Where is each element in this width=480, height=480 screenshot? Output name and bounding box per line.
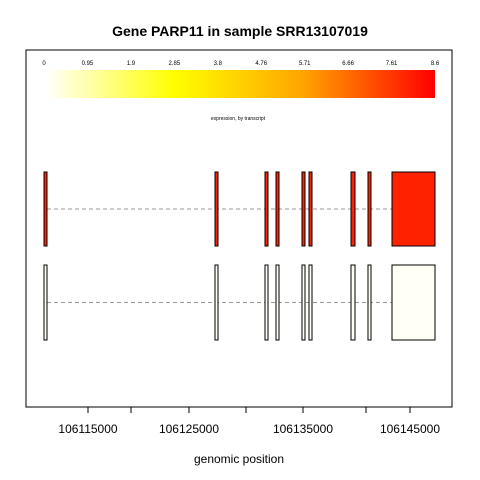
legend-caption: expression, by transcript xyxy=(211,116,266,122)
exon xyxy=(301,264,306,341)
exon xyxy=(367,171,372,247)
x-tick-label: 106115000 xyxy=(58,422,118,436)
exon xyxy=(214,264,219,341)
x-tick-label: 106135000 xyxy=(273,422,333,436)
legend-tick-label: 7.61 xyxy=(386,61,398,67)
x-axis-label: genomic position xyxy=(194,452,284,466)
x-tick-label: 106125000 xyxy=(159,422,219,436)
legend-tick-label: 3.8 xyxy=(214,61,223,67)
exon xyxy=(214,171,219,247)
plot-area xyxy=(25,49,453,408)
transcript-1 xyxy=(43,171,436,247)
legend-tick-label: 4.76 xyxy=(255,61,267,67)
exon xyxy=(308,264,313,341)
exon xyxy=(350,171,356,247)
exon xyxy=(264,264,269,341)
exon xyxy=(308,171,313,247)
exon xyxy=(43,264,48,341)
exon xyxy=(264,171,269,247)
legend-tick-label: 0.95 xyxy=(82,61,94,67)
transcript-2 xyxy=(43,264,436,341)
x-axis: 106115000 106125000 106135000 106145000 xyxy=(26,406,452,436)
expression-legend: 0 0.95 1.9 2.85 3.8 4.76 5.71 6.66 7.61 8.6 expre… xyxy=(42,61,440,122)
legend-colorbar xyxy=(45,70,435,98)
legend-tick-label: 5.71 xyxy=(299,61,311,67)
exon xyxy=(391,171,436,247)
legend-tick-label: 0 xyxy=(42,61,46,67)
chart-title: Gene PARP11 in sample SRR13107019 xyxy=(112,23,368,39)
exon xyxy=(350,264,356,341)
exon xyxy=(367,264,372,341)
legend-tick-label: 8.6 xyxy=(431,61,440,67)
legend-tick-label: 6.66 xyxy=(342,61,354,67)
legend-tick-label: 2.85 xyxy=(168,61,180,67)
legend-tick-label: 1.9 xyxy=(127,61,136,67)
exon xyxy=(301,171,306,247)
exon xyxy=(275,264,280,341)
x-tick-label: 106145000 xyxy=(380,422,440,436)
exon xyxy=(391,264,436,341)
exon xyxy=(43,171,48,247)
exon xyxy=(275,171,280,247)
